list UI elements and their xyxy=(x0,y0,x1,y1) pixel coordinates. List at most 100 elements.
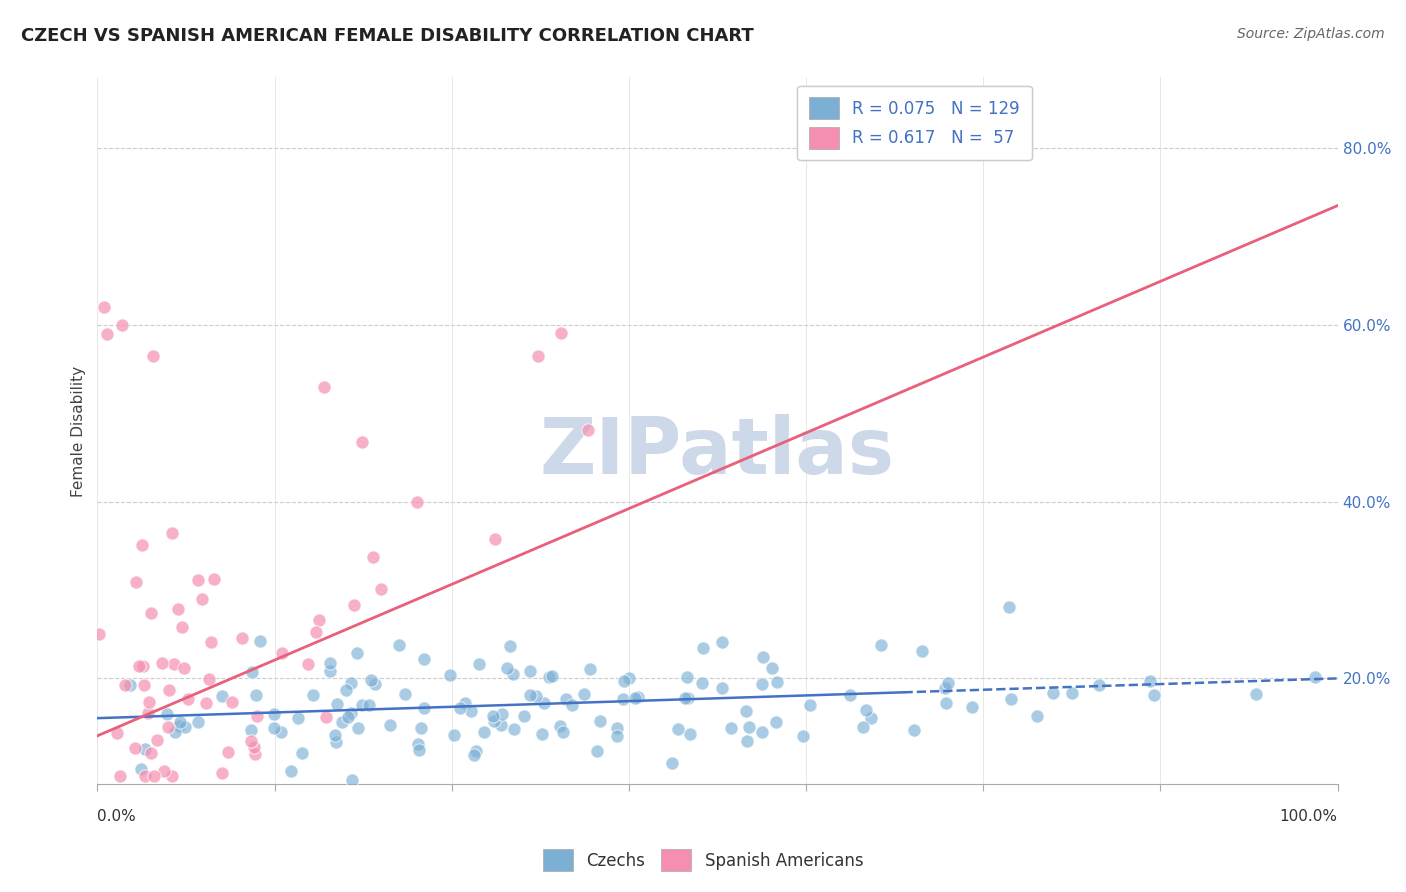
Point xyxy=(163,657,186,672)
Point xyxy=(463,748,485,763)
Point xyxy=(443,728,465,742)
Point xyxy=(467,657,489,671)
Point xyxy=(156,706,179,721)
Point xyxy=(489,718,512,732)
Point xyxy=(1042,686,1064,700)
Point xyxy=(412,701,434,715)
Point xyxy=(711,681,734,696)
Point xyxy=(291,746,314,760)
Point xyxy=(124,575,146,590)
Point xyxy=(627,690,650,705)
Point xyxy=(855,703,877,717)
Point xyxy=(173,661,195,675)
Point xyxy=(936,675,959,690)
Point xyxy=(738,720,761,734)
Point xyxy=(245,747,267,761)
Text: Source: ZipAtlas.com: Source: ZipAtlas.com xyxy=(1237,27,1385,41)
Text: 100.0%: 100.0% xyxy=(1279,809,1337,824)
Point xyxy=(326,697,349,711)
Point xyxy=(231,631,253,645)
Point xyxy=(305,624,328,639)
Point xyxy=(108,769,131,783)
Point xyxy=(221,695,243,709)
Point xyxy=(527,349,550,363)
Point xyxy=(211,690,233,704)
Point xyxy=(217,745,239,759)
Point xyxy=(606,730,628,744)
Point xyxy=(87,627,110,641)
Point xyxy=(531,727,554,741)
Point xyxy=(711,635,734,649)
Point xyxy=(408,743,430,757)
Point xyxy=(287,711,309,725)
Point xyxy=(408,737,430,751)
Point xyxy=(335,682,357,697)
Point xyxy=(246,709,269,723)
Point xyxy=(751,677,773,691)
Point xyxy=(245,689,267,703)
Point xyxy=(340,773,363,788)
Point xyxy=(720,722,742,736)
Point xyxy=(263,721,285,735)
Point xyxy=(96,326,118,341)
Point xyxy=(454,696,477,710)
Point xyxy=(146,733,169,747)
Point xyxy=(198,672,221,686)
Point xyxy=(513,708,536,723)
Point xyxy=(319,656,342,670)
Point xyxy=(998,600,1021,615)
Point xyxy=(903,723,925,737)
Point xyxy=(297,657,319,672)
Point xyxy=(838,688,860,702)
Point xyxy=(157,720,180,734)
Point xyxy=(271,646,294,660)
Point xyxy=(153,764,176,779)
Point xyxy=(413,652,436,666)
Point xyxy=(869,638,891,652)
Point xyxy=(162,769,184,783)
Point xyxy=(340,676,363,690)
Point xyxy=(202,572,225,586)
Point xyxy=(1139,673,1161,688)
Point xyxy=(114,678,136,692)
Point xyxy=(394,687,416,701)
Point xyxy=(343,599,366,613)
Point xyxy=(1000,691,1022,706)
Point xyxy=(1062,686,1084,700)
Point xyxy=(325,735,347,749)
Point xyxy=(380,717,402,731)
Legend: Czechs, Spanish Americans: Czechs, Spanish Americans xyxy=(534,841,872,880)
Point xyxy=(243,739,266,754)
Point xyxy=(1244,687,1267,701)
Point xyxy=(330,714,353,729)
Point xyxy=(166,601,188,615)
Point xyxy=(585,744,607,758)
Point xyxy=(346,646,368,660)
Point xyxy=(553,724,575,739)
Point xyxy=(792,729,814,743)
Point xyxy=(132,658,155,673)
Point xyxy=(409,722,432,736)
Point xyxy=(138,695,160,709)
Point xyxy=(439,668,461,682)
Point xyxy=(554,692,576,706)
Text: 0.0%: 0.0% xyxy=(97,809,136,824)
Point xyxy=(524,690,547,704)
Point xyxy=(302,688,325,702)
Point xyxy=(124,741,146,756)
Point xyxy=(346,722,368,736)
Legend: R = 0.075   N = 129, R = 0.617   N =  57: R = 0.075 N = 129, R = 0.617 N = 57 xyxy=(797,86,1032,161)
Point xyxy=(150,656,173,670)
Point xyxy=(134,741,156,756)
Point xyxy=(606,721,628,735)
Point xyxy=(139,747,162,761)
Point xyxy=(211,765,233,780)
Point xyxy=(352,698,374,712)
Point xyxy=(579,662,602,676)
Point xyxy=(357,698,380,713)
Point xyxy=(240,665,263,680)
Point xyxy=(484,533,506,547)
Point xyxy=(323,728,346,742)
Point xyxy=(934,681,956,696)
Point xyxy=(111,318,134,332)
